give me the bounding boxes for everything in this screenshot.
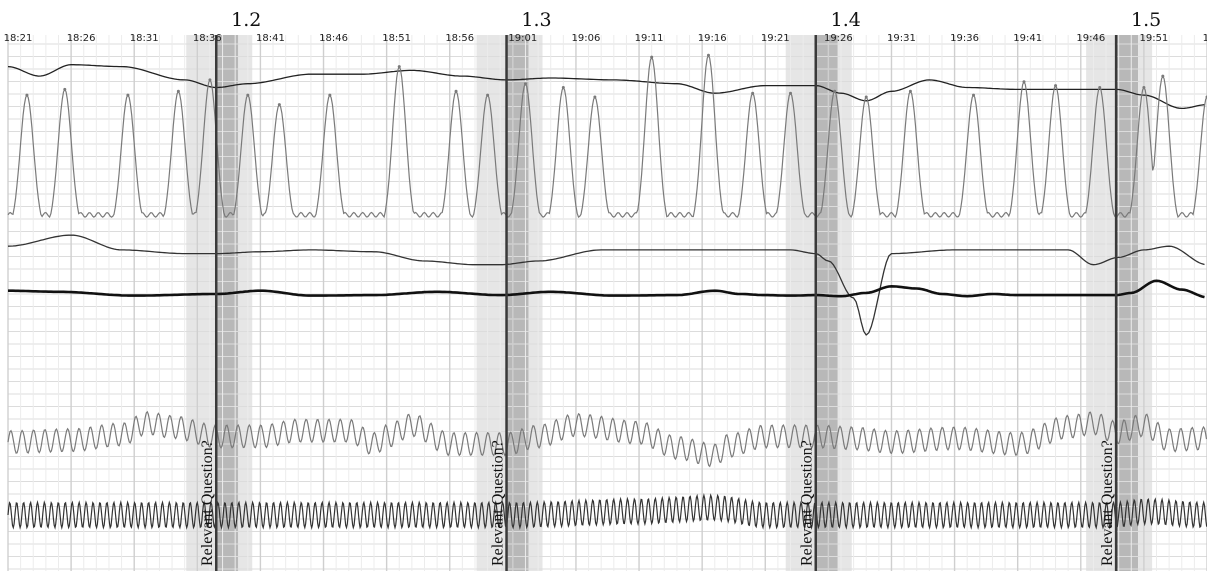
segment-label: 1.5: [1131, 9, 1161, 31]
time-tick-label: 19:41: [1013, 33, 1042, 44]
breathing-peak-point: [1161, 74, 1165, 78]
time-tick-label: 19:01: [508, 33, 537, 44]
breathing-peak-point: [908, 89, 912, 93]
time-tick-label: 19:51: [1139, 33, 1168, 44]
breathing-peak-point: [1098, 86, 1102, 89]
breathing-peak-point: [486, 93, 490, 97]
breathing-peak-point: [1022, 80, 1026, 84]
breathing-peak-point: [789, 91, 793, 95]
breathing-peak-point: [126, 93, 130, 97]
post-question-band: [837, 35, 852, 571]
breathing-peak-point: [650, 55, 654, 59]
breathing-peak-point: [454, 89, 458, 93]
breathing-peak-point: [277, 103, 281, 107]
upper-breathing-trace: [7, 64, 1205, 110]
lower-breathing-trace: [7, 53, 1207, 219]
time-tick-label: 19:36: [950, 33, 979, 44]
time-tick-label: 18:41: [256, 33, 285, 44]
breathing-peak-point: [751, 91, 755, 95]
time-tick-label: 19:11: [635, 33, 664, 44]
time-tick-label: 18:51: [382, 33, 411, 44]
breathing-peak-point: [972, 93, 976, 97]
cardio-mean-trace: [8, 279, 1205, 299]
time-tick-label: 19:16: [698, 33, 727, 44]
time-tick-label: 18:36: [193, 33, 222, 44]
time-tick-label: 18:46: [319, 33, 348, 44]
time-tick-label: 18:21: [4, 33, 33, 44]
time-tick-label: 19:31: [887, 33, 916, 44]
time-tick-label: 18:31: [130, 33, 159, 44]
question-response-band: [1116, 35, 1139, 571]
time-tick-label: 19:21: [761, 33, 790, 44]
breathing-peak-point: [208, 78, 212, 82]
breathing-peak-point: [706, 53, 710, 57]
question-label: Relevant Question?: [199, 440, 216, 566]
time-tick-label: 19:26: [824, 33, 853, 44]
question-bands: [186, 35, 1153, 571]
breathing-peak-point: [176, 89, 180, 93]
breathing-peak-point: [1054, 84, 1058, 88]
breathing-peak-point: [864, 95, 868, 99]
cardio-pulse-trace: [7, 410, 1207, 468]
breathing-peak-point: [561, 86, 565, 89]
breathing-peak-point: [523, 82, 527, 86]
segment-labels: 1.2 1.3 1.4 1.5: [231, 9, 1161, 31]
question-response-band: [815, 35, 838, 571]
time-tick-label: 19:56: [1203, 33, 1207, 44]
time-tick-label: 19:46: [1076, 33, 1105, 44]
question-label: Relevant Question?: [490, 440, 507, 566]
breathing-peak-point: [25, 93, 29, 97]
breathing-peak-point: [833, 89, 837, 93]
post-question-band: [1138, 35, 1153, 571]
chart-traces: [7, 53, 1207, 530]
segment-label: 1.2: [231, 9, 261, 31]
breathing-peak-point: [63, 87, 67, 91]
time-tick-label: 18:26: [67, 33, 96, 44]
time-tick-labels: 18:21 18:26 18:31 18:36 18:41 18:46 18:51 18:56…: [4, 33, 1207, 44]
question-markers: Relevant Question? Relevant Question? Rele…: [199, 35, 1118, 571]
time-tick-label: 18:56: [445, 33, 474, 44]
question-label: Relevant Question?: [799, 440, 816, 566]
breathing-peak-point: [246, 93, 250, 97]
post-question-band: [238, 35, 253, 571]
movement-trace: [7, 493, 1207, 530]
breathing-peak-point: [1142, 86, 1146, 89]
segment-label: 1.3: [521, 9, 551, 31]
breathing-peak-point: [397, 65, 401, 69]
time-tick-label: 19:06: [572, 33, 601, 44]
question-label: Relevant Question?: [1099, 440, 1116, 566]
breathing-peak-point: [328, 93, 332, 97]
segment-label: 1.4: [831, 9, 861, 31]
breathing-peak-point: [593, 95, 597, 99]
electrodermal-trace: [7, 234, 1205, 336]
